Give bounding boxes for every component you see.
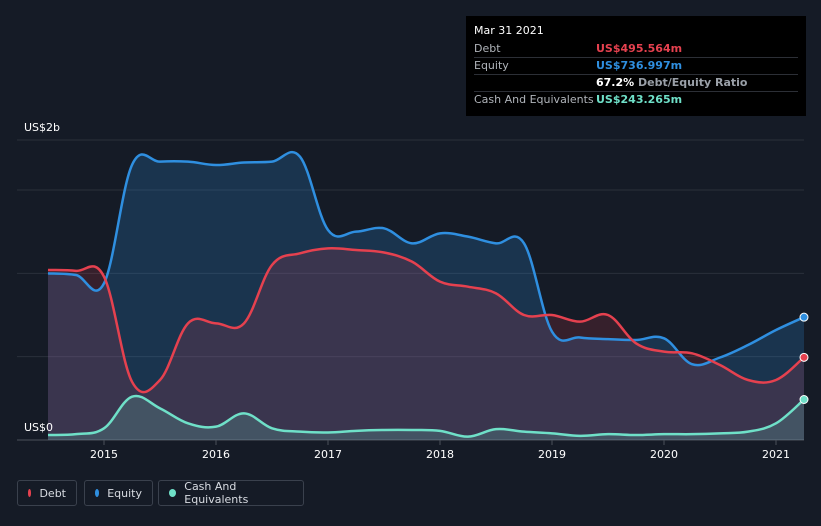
legend-cash-label: Cash And Equivalents bbox=[184, 480, 249, 506]
x-tick-label: 2019 bbox=[538, 448, 566, 461]
tooltip-row-equity: Equity US$736.997m bbox=[474, 57, 798, 75]
equity-area bbox=[48, 152, 804, 440]
tooltip-cash-label: Cash And Equivalents bbox=[474, 93, 594, 106]
x-tick-label: 2015 bbox=[90, 448, 118, 461]
legend-cash-dot bbox=[169, 489, 177, 497]
equity-line bbox=[47, 150, 805, 367]
legend-equity-label: Equity bbox=[107, 486, 142, 500]
cash-and-equivalents-line bbox=[47, 394, 805, 438]
tooltip-debt-label: Debt bbox=[474, 42, 501, 55]
x-axis-ticks: 2015 2016 2017 2018 2019 2020 2021 bbox=[90, 440, 790, 461]
y-axis-top-label: US$2b bbox=[24, 121, 61, 134]
tooltip-ratio-value: 67.2% bbox=[596, 76, 635, 89]
debt-area bbox=[48, 248, 804, 440]
series-areas bbox=[48, 152, 804, 440]
tooltip-equity-value: US$736.997m bbox=[596, 59, 683, 72]
tooltip-row-cash: Cash And Equivalents US$243.265m bbox=[474, 91, 798, 108]
legend-debt[interactable]: Debt bbox=[17, 480, 77, 506]
gridlines bbox=[17, 139, 804, 441]
cash-and-equivalents-area bbox=[48, 395, 804, 440]
legend-cash[interactable]: Cash And Equivalents bbox=[158, 480, 304, 506]
x-tick-label: 2018 bbox=[426, 448, 454, 461]
tooltip-date: Mar 31 2021 bbox=[474, 24, 544, 37]
data-tooltip: Mar 31 2021 Debt US$495.564m Equity US$7… bbox=[466, 16, 806, 116]
tooltip-debt-value: US$495.564m bbox=[596, 42, 683, 55]
tooltip-row-ratio: 67.2% Debt/Equity Ratio bbox=[474, 74, 798, 92]
tooltip-ratio-label: Debt/Equity Ratio bbox=[638, 76, 748, 89]
legend-equity[interactable]: Equity bbox=[84, 480, 153, 506]
tooltip-row-debt: Debt US$495.564m bbox=[474, 40, 798, 58]
series-lines bbox=[47, 150, 805, 438]
cash-and-equivalents-endpoint bbox=[799, 395, 809, 404]
debt-line bbox=[47, 246, 805, 394]
legend-equity-dot bbox=[95, 489, 100, 497]
debt-endpoint bbox=[799, 352, 809, 362]
tooltip-cash-value: US$243.265m bbox=[596, 93, 683, 106]
tooltip-equity-label: Equity bbox=[474, 59, 509, 72]
series-endpoints bbox=[799, 312, 809, 404]
y-axis-bottom-label: US$0 bbox=[24, 421, 54, 434]
x-tick-label: 2016 bbox=[202, 448, 230, 461]
x-tick-label: 2020 bbox=[650, 448, 678, 461]
legend-debt-label: Debt bbox=[39, 486, 66, 500]
tooltip-ratio: 67.2% Debt/Equity Ratio bbox=[596, 76, 747, 89]
legend-debt-dot bbox=[28, 489, 32, 497]
x-tick-label: 2017 bbox=[314, 448, 342, 461]
x-tick-label: 2021 bbox=[762, 448, 790, 461]
equity-endpoint bbox=[799, 312, 809, 322]
